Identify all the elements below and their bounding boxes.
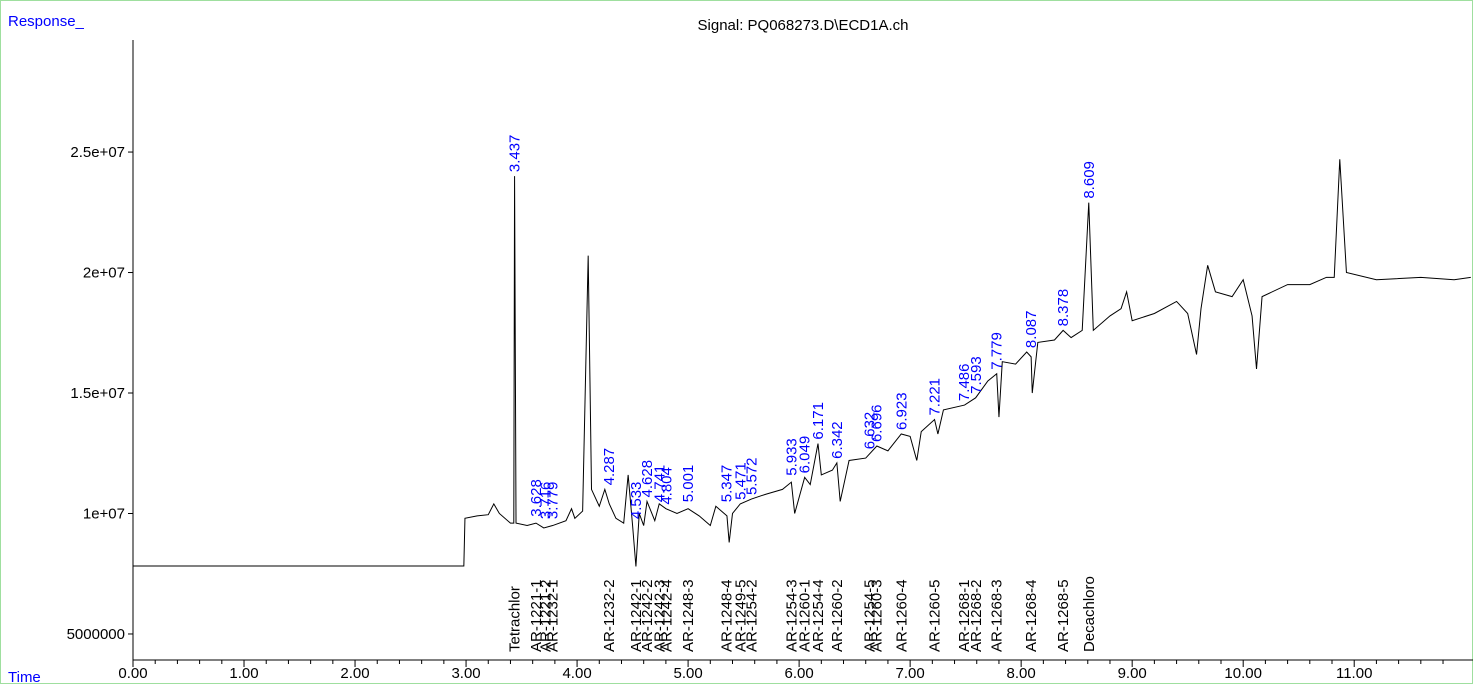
compound-label: AR-1254-3: [784, 579, 801, 652]
y-tick-label: 1e+07: [83, 505, 125, 522]
peak-label: 6.923: [894, 392, 911, 430]
peak-label: 6.171: [810, 402, 827, 440]
compound-label: AR-1249-5: [732, 579, 749, 652]
compound-label: AR-1232-2: [601, 579, 618, 652]
compound-label: AR-1268-5: [1055, 579, 1072, 652]
x-axis-label: Time: [8, 669, 41, 684]
compound-label: AR-1260-1: [797, 579, 814, 652]
compound-label: AR-1268-2: [968, 579, 985, 652]
compound-label: AR-1260-3: [868, 579, 885, 652]
peak-label: 4.628: [639, 460, 656, 498]
compound-label: AR-1248-4: [719, 579, 736, 652]
peak-label: 7.593: [968, 356, 985, 394]
peak-label: 5.001: [680, 465, 697, 503]
x-tick-label: 7.00: [896, 665, 925, 682]
x-tick-label: 3.00: [451, 665, 480, 682]
compound-label: AR-1221-2: [538, 579, 555, 652]
peak-label: 3.437: [507, 135, 524, 173]
chart-title: Signal: PQ068273.D\ECD1A.ch: [698, 17, 909, 34]
peak-label: 8.609: [1081, 161, 1098, 199]
compound-label: AR-1268-4: [1023, 579, 1040, 652]
compound-label: AR-1221-1: [528, 579, 545, 652]
peak-label: 7.486: [956, 364, 973, 402]
y-axis-label: Response_: [8, 13, 85, 30]
compound-label: AR-1254-5: [861, 579, 878, 652]
peak-label: 6.632: [861, 412, 878, 450]
peak-label: 7.779: [989, 332, 1006, 370]
x-tick-label: 0.00: [118, 665, 147, 682]
peak-label: 3.716: [538, 482, 555, 520]
compound-label: Tetrachlor: [507, 586, 524, 652]
x-tick-label: 4.00: [562, 665, 591, 682]
peak-label: 8.087: [1023, 311, 1040, 349]
compound-label: AR-1242-1: [628, 579, 645, 652]
peak-label: 4.804: [658, 467, 675, 505]
x-tick-label: 9.00: [1118, 665, 1147, 682]
compound-label: AR-1248-3: [680, 579, 697, 652]
y-tick-label: 2.5e+07: [70, 144, 125, 161]
x-tick-label: 6.00: [785, 665, 814, 682]
peak-label: 5.933: [784, 438, 801, 476]
compound-label: AR-1268-1: [956, 579, 973, 652]
compound-label: AR-1260-5: [927, 579, 944, 652]
peak-label: 3.779: [545, 482, 562, 520]
peak-label: 6.049: [797, 436, 814, 474]
peak-label: 4.533: [628, 482, 645, 520]
peak-label: 6.696: [868, 404, 885, 442]
peak-label: 5.471: [732, 462, 749, 500]
y-tick-label: 1.5e+07: [70, 385, 125, 402]
peak-label: 5.572: [744, 457, 761, 495]
x-tick-label: 1.00: [229, 665, 258, 682]
compound-label: AR-1242-3: [651, 579, 668, 652]
compound-label: AR-1260-2: [829, 579, 846, 652]
x-tick-label: 8.00: [1007, 665, 1036, 682]
compound-label: AR-1242-2: [639, 579, 656, 652]
x-tick-label: 2.00: [340, 665, 369, 682]
compound-label: AR-1232-1: [545, 579, 562, 652]
peak-label: 5.347: [719, 465, 736, 503]
peak-label: 4.741: [651, 465, 668, 503]
y-tick-label: 2e+07: [83, 265, 125, 282]
peak-label: 7.221: [927, 378, 944, 416]
peak-label: 4.287: [601, 448, 618, 486]
compound-label: AR-1254-2: [744, 579, 761, 652]
peak-label: 6.342: [829, 421, 846, 459]
peak-label: 8.378: [1055, 289, 1072, 327]
compound-label: Decachloro: [1081, 576, 1098, 652]
peak-label: 3.628: [528, 479, 545, 517]
x-tick-label: 5.00: [673, 665, 702, 682]
x-tick-label: 11.00: [1336, 665, 1372, 682]
y-tick-label: 5000000: [67, 626, 125, 643]
compound-label: AR-1242-4: [658, 579, 675, 652]
x-tick-label: 10.00: [1224, 665, 1262, 682]
compound-label: AR-1254-4: [810, 579, 827, 652]
compound-label: AR-1260-4: [894, 579, 911, 652]
compound-label: AR-1268-3: [989, 579, 1006, 652]
signal-trace: [133, 159, 1471, 567]
